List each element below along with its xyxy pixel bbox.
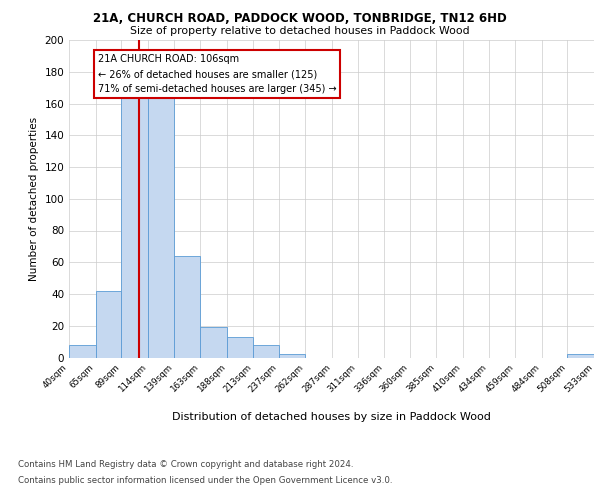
Text: Contains HM Land Registry data © Crown copyright and database right 2024.: Contains HM Land Registry data © Crown c… bbox=[18, 460, 353, 469]
Bar bbox=[253, 345, 279, 358]
Text: 21A CHURCH ROAD: 106sqm
← 26% of detached houses are smaller (125)
71% of semi-d: 21A CHURCH ROAD: 106sqm ← 26% of detache… bbox=[98, 54, 337, 94]
Bar bbox=[175, 256, 200, 358]
Bar bbox=[227, 337, 253, 357]
Bar bbox=[95, 291, 121, 358]
Y-axis label: Number of detached properties: Number of detached properties bbox=[29, 116, 39, 281]
Bar bbox=[279, 354, 305, 358]
Text: Size of property relative to detached houses in Paddock Wood: Size of property relative to detached ho… bbox=[130, 26, 470, 36]
Bar bbox=[148, 91, 175, 357]
Text: Contains public sector information licensed under the Open Government Licence v3: Contains public sector information licen… bbox=[18, 476, 392, 485]
Bar bbox=[121, 97, 148, 357]
Bar bbox=[69, 345, 95, 358]
Text: 21A, CHURCH ROAD, PADDOCK WOOD, TONBRIDGE, TN12 6HD: 21A, CHURCH ROAD, PADDOCK WOOD, TONBRIDG… bbox=[93, 12, 507, 24]
Bar bbox=[568, 354, 594, 358]
Text: Distribution of detached houses by size in Paddock Wood: Distribution of detached houses by size … bbox=[172, 412, 491, 422]
Bar bbox=[200, 328, 227, 358]
